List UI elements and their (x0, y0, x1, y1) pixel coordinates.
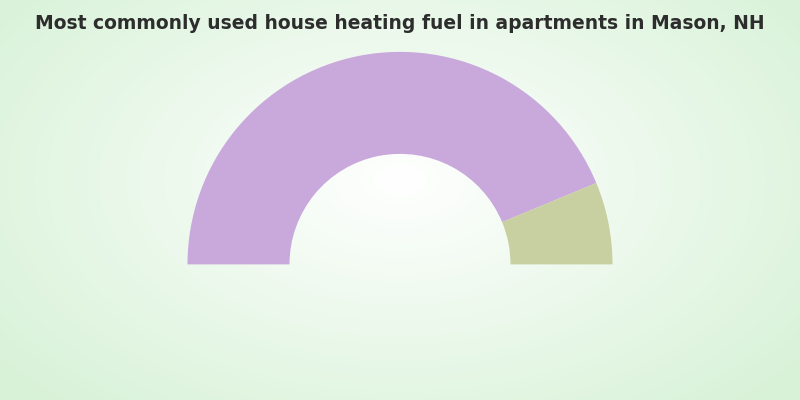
Wedge shape (187, 52, 596, 264)
Text: Most commonly used house heating fuel in apartments in Mason, NH: Most commonly used house heating fuel in… (35, 14, 765, 33)
Wedge shape (502, 183, 613, 264)
